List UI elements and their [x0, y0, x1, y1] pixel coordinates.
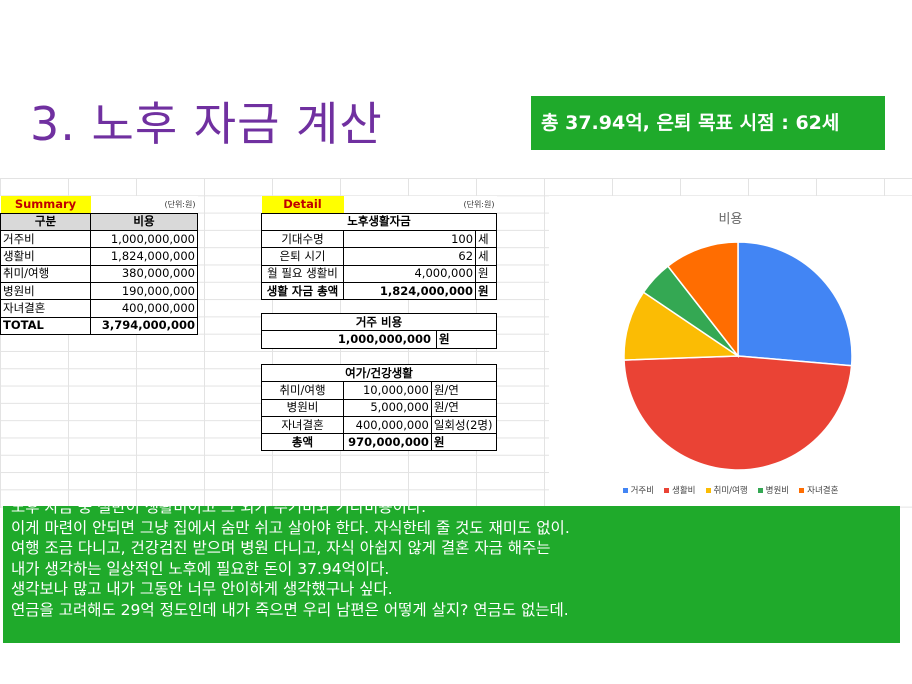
summary-unit: (단위:원): [164, 199, 196, 209]
detail-living-title: 노후생활자금: [261, 212, 497, 232]
legend-swatch: [664, 487, 670, 493]
detail-label: 생활 자금 총액: [261, 281, 344, 301]
legend-label: 취미/여행: [713, 486, 748, 496]
legend-item: 병원비: [757, 484, 790, 496]
detail-leisure-table: 여가/건강생활 취미/여행 10,000,000 원/연 병원비 5,000,0…: [261, 363, 498, 452]
table-row: 거주비 1,000,000,000: [0, 230, 198, 249]
detail-value: 4,000,000: [342, 264, 477, 283]
summary-label: 거주비: [0, 230, 91, 249]
table-row: 1,000,000,000 원: [261, 330, 497, 349]
detail-housing-table: 거주 비용 1,000,000,000 원: [261, 312, 497, 349]
detail-label: 자녀결혼: [261, 415, 344, 435]
pie-slice-1: [737, 241, 853, 367]
detail-unit: (단위:원): [463, 199, 495, 209]
detail-unit-cell: 세: [475, 230, 497, 249]
table-row: 총액 970,000,000 원: [261, 433, 498, 452]
summary-table: Summary (단위:원) 구분 비용 거주비 1,000,000,000 생…: [0, 196, 198, 335]
table-row: 은퇴 시기 62 세: [261, 247, 497, 266]
detail-value: 62: [342, 247, 477, 266]
table-row: 병원비 5,000,000 원/연: [261, 398, 498, 417]
detail-label: 월 필요 생활비: [261, 264, 344, 283]
pie-svg: [623, 241, 853, 471]
comment-line: 생각보나 많고 내가 그동안 너무 안이하게 생각했구나 싶다.: [11, 580, 393, 599]
table-row: 자녀결혼 400,000,000 일회성(2명): [261, 415, 498, 435]
table-row: 취미/여행 10,000,000 원/연: [261, 381, 498, 400]
table-row: TOTAL 3,794,000,000: [0, 316, 198, 335]
legend-item: 취미/여행: [705, 484, 748, 496]
legend-item: 거주비: [622, 484, 655, 496]
summary-total-label: TOTAL: [0, 316, 91, 335]
legend-label: 자녀결혼: [807, 486, 839, 496]
summary-label: 자녀결혼: [0, 299, 91, 318]
pie-slice-3: [623, 291, 741, 361]
detail-label: 취미/여행: [261, 381, 344, 400]
detail-label: 병원비: [261, 398, 344, 417]
detail-housing-title: 거주 비용: [261, 312, 497, 332]
table-row: 생활 자금 총액 1,824,000,000 원: [261, 281, 497, 301]
chart-legend: 거주비 생활비 취미/여행 병원비 자녀결혼: [549, 484, 912, 496]
detail-housing-value: 1,000,000,000: [261, 330, 437, 349]
pie-slice-2: [623, 355, 853, 471]
legend-item: 생활비: [664, 484, 696, 496]
legend-swatch: [705, 487, 711, 493]
legend-label: 병원비: [765, 486, 790, 496]
legend-item: 자녀결혼: [799, 484, 838, 496]
comment-line: 여행 조금 다니고, 건강검진 받으며 병원 다니고, 자식 아쉽지 않게 결혼…: [11, 539, 551, 558]
summary-value: 1,000,000,000: [90, 230, 198, 249]
summary-col-category: 구분: [0, 212, 91, 232]
summary-label: 병원비: [0, 281, 91, 301]
detail-value: 1,824,000,000: [342, 281, 477, 301]
table-row: 취미/여행 380,000,000: [0, 264, 198, 283]
summary-total-value: 3,794,000,000: [90, 316, 198, 335]
comment-line: 연금을 고려해도 29억 정도인데 내가 죽으면 우리 남편은 어떻게 살지? …: [11, 600, 569, 619]
page-title: 3. 노후 자금 계산: [30, 97, 383, 151]
legend-swatch: [757, 487, 763, 493]
detail-unit-cell: 세: [475, 247, 497, 266]
detail-value: 400,000,000: [343, 415, 432, 435]
comment-line: 노후 자금 중 절반이 생활비이고 그 외가 주거비와 기타비용이다.: [11, 506, 427, 516]
summary-value: 1,824,000,000: [90, 247, 198, 266]
summary-label: 생활비: [0, 247, 91, 266]
summary-value: 190,000,000: [90, 281, 198, 301]
chart-title: 비용: [718, 212, 743, 227]
comment-box: 노후 자금 중 절반이 생활비이고 그 외가 주거비와 기타비용이다. 이게 마…: [3, 506, 900, 643]
table-row: 생활비 1,824,000,000: [0, 247, 198, 266]
table-row: 병원비 190,000,000: [0, 281, 198, 301]
summary-value: 400,000,000: [90, 299, 198, 318]
detail-value: 10,000,000: [343, 381, 432, 400]
legend-swatch: [622, 487, 628, 493]
detail-living-table: Detail (단위:원) 노후생활자금 기대수명 100 세 은퇴 시기 62…: [261, 196, 497, 301]
comment-line: 이게 마련이 안되면 그냥 집에서 숨만 쉬고 살아야 한다. 자식한테 줄 것…: [11, 518, 570, 537]
detail-value: 5,000,000: [343, 398, 432, 417]
legend-swatch: [799, 487, 805, 493]
summary-col-cost: 비용: [90, 212, 198, 232]
cost-pie-chart: 비용 거주비 생활비 취미/여행 병원비 자녀결혼: [549, 196, 912, 506]
table-row: 월 필요 생활비 4,000,000 원: [261, 264, 497, 283]
summary-header: Summary: [0, 196, 91, 214]
detail-unit-cell: 원/연: [430, 398, 498, 417]
pie-slice-5: [666, 241, 739, 359]
detail-value: 100: [342, 230, 477, 249]
comment-line: 내가 생각하는 일상적인 노후에 필요한 돈이 37.94억이다.: [11, 559, 390, 578]
detail-leisure-total-label: 총액: [261, 433, 344, 452]
summary-label: 취미/여행: [0, 264, 91, 283]
table-row: 기대수명 100 세: [261, 230, 497, 249]
summary-value: 380,000,000: [90, 264, 198, 283]
detail-leisure-total-unit: 원: [430, 433, 498, 452]
detail-leisure-total-value: 970,000,000: [343, 433, 432, 452]
legend-label: 거주비: [630, 486, 655, 496]
detail-unit-cell: 원: [475, 264, 497, 283]
detail-label: 은퇴 시기: [261, 247, 344, 266]
detail-leisure-title: 여가/건강생활: [261, 363, 497, 383]
detail-housing-unit: 원: [436, 330, 497, 349]
legend-label: 생활비: [672, 486, 696, 496]
detail-unit-cell: 일회성(2명): [430, 415, 498, 435]
detail-header: Detail: [261, 196, 344, 214]
total-banner: 총 37.94억, 은퇴 목표 시점 : 62세: [531, 96, 885, 150]
table-row: 자녀결혼 400,000,000: [0, 299, 198, 318]
detail-unit-cell: 원/연: [430, 381, 498, 400]
detail-label: 기대수명: [261, 230, 344, 249]
detail-unit-cell: 원: [475, 281, 497, 301]
